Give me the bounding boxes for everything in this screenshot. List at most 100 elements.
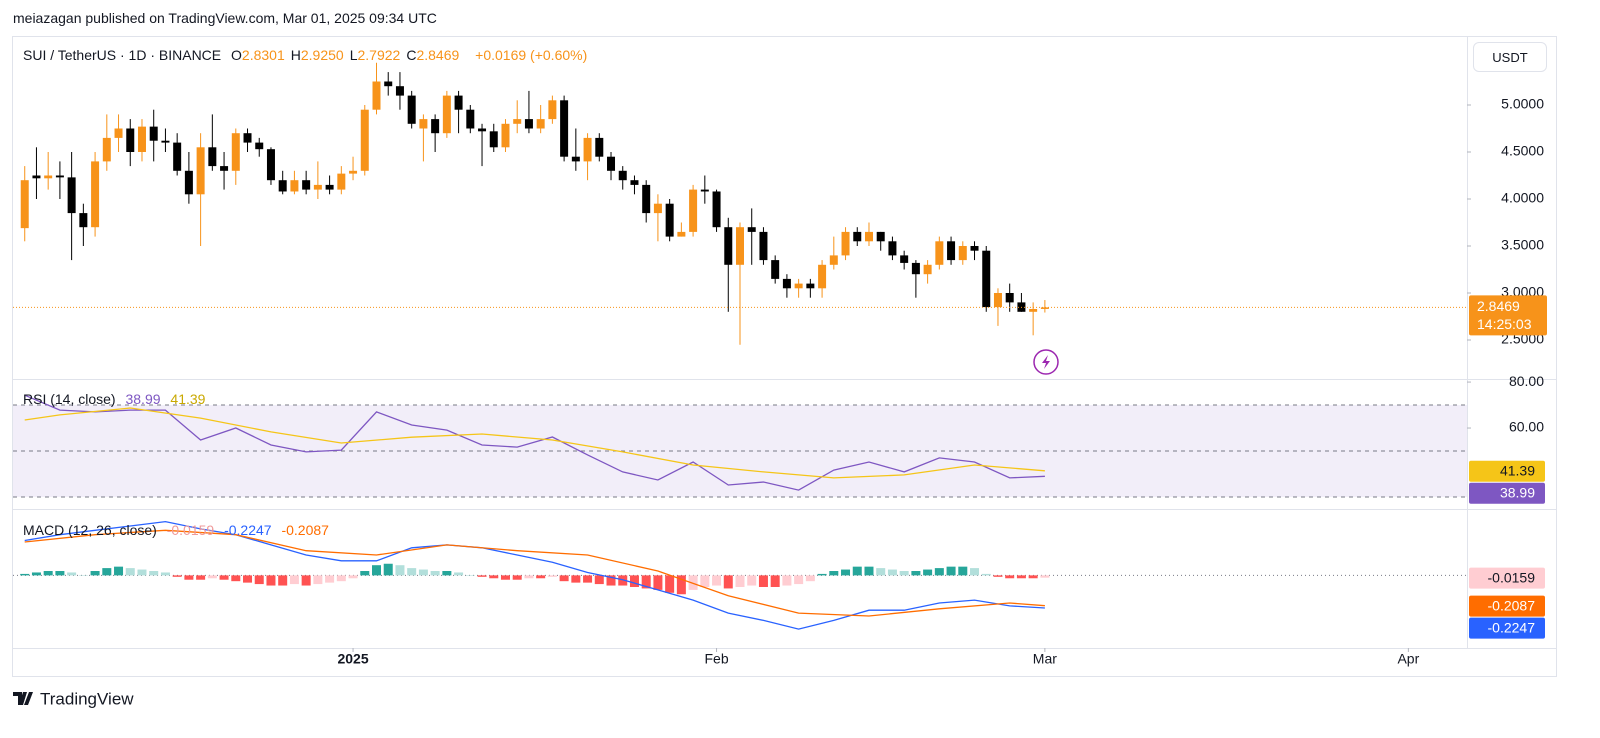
histogram-bar (20, 573, 30, 576)
candle-body (431, 119, 440, 134)
price-badge (1469, 460, 1545, 482)
candle-body (700, 189, 709, 192)
histogram-bar (606, 575, 616, 586)
currency-button[interactable]: USDT (1473, 42, 1547, 72)
hist-value: -0.0159 (166, 522, 215, 538)
ohlc-value: 2.7922 (357, 47, 401, 63)
histogram-bar (524, 575, 534, 579)
candle-body (607, 156, 616, 171)
candle-body (630, 180, 639, 185)
candle-body (102, 137, 111, 162)
candle-body (349, 170, 358, 174)
candle-body (302, 180, 311, 190)
histogram-bar (477, 575, 487, 577)
plot-layer: 2025 Feb Mar Apr2.50003.00003.50004.00004.5… (13, 62, 1547, 667)
candle-body (747, 227, 756, 232)
histogram-bar (782, 575, 792, 586)
histogram-bar (712, 575, 722, 586)
ohlc-key: L (349, 47, 358, 63)
price-legend: SUI / TetherUS · 1D · BINANCE O2.8301 H2.… (23, 47, 593, 63)
last-price-badge (1469, 295, 1547, 336)
price-badge-label: -0.2087 (1488, 597, 1536, 613)
candle-body (44, 175, 53, 179)
candle-body (853, 231, 862, 242)
candle-body (818, 264, 827, 289)
histogram-bar (923, 569, 933, 576)
histogram-bar (770, 575, 780, 587)
ohlc-key: C (406, 47, 417, 63)
candle-body (1005, 292, 1014, 303)
candle-body (759, 231, 768, 261)
macd-title: MACD (12, 26, close) (23, 522, 157, 538)
signal-value: -0.2087 (281, 522, 329, 538)
histogram-bar (618, 575, 628, 586)
change: +0.0169 (+0.60%) (475, 47, 588, 63)
candle-body (782, 278, 791, 289)
candle-body (1040, 307, 1049, 309)
candle-body (970, 245, 979, 251)
histogram-bar (829, 571, 839, 576)
indicator-line (24, 407, 1045, 479)
candle-body (958, 245, 967, 261)
candle-body (114, 128, 123, 138)
candle-body (20, 180, 29, 229)
candle-body (947, 241, 956, 261)
frame (12, 36, 1557, 677)
symbol: SUI / TetherUS · 1D · BINANCE (23, 47, 222, 63)
histogram-bar (313, 575, 323, 585)
histogram-bar (641, 575, 651, 589)
y-tick-label: 4.5000 (1501, 143, 1544, 159)
rsi-legend: RSI (14, close) 38.99 41.39 (23, 391, 211, 407)
indicator-line (24, 529, 1045, 617)
candle-body (618, 170, 627, 181)
candle-body (208, 147, 217, 167)
histogram-bar (219, 575, 229, 580)
histogram-bar (430, 571, 440, 576)
candle-body (478, 128, 487, 132)
histogram-bar (289, 575, 299, 585)
candle-body (571, 156, 580, 162)
candle-body (79, 213, 88, 228)
price-badge-label: 41.39 (1500, 462, 1535, 478)
last-price-label: 2.8469 (1477, 298, 1520, 314)
candle-body (337, 173, 346, 190)
histogram-bar (172, 575, 182, 577)
rsi-value: 38.99 (125, 391, 161, 407)
price-badge (1469, 595, 1545, 617)
candle-body (489, 131, 498, 148)
histogram-bar (653, 575, 663, 590)
x-tick-label: Mar (1033, 651, 1057, 667)
histogram-bar (805, 575, 815, 582)
histogram-bar (747, 575, 757, 586)
candle-body (184, 170, 193, 195)
candle-body (278, 180, 287, 192)
candle-body (524, 119, 533, 129)
histogram-bar (536, 575, 546, 579)
candle-body (923, 264, 932, 275)
histogram-bar (231, 575, 241, 582)
candle-body (677, 231, 686, 237)
x-tick-label: Apr (1397, 651, 1419, 667)
candle-body (1029, 308, 1038, 312)
x-tick-label: Feb (704, 651, 728, 667)
candle-body (689, 189, 698, 232)
histogram-bar (301, 575, 311, 586)
histogram-bar (817, 573, 827, 576)
y-tick-label: 3.5000 (1501, 237, 1544, 253)
histogram-bar (794, 575, 804, 585)
histogram-bar (395, 565, 405, 576)
candle-body (419, 119, 428, 129)
histogram-bar (102, 568, 112, 576)
histogram-bar (864, 566, 874, 576)
histogram-bar (360, 571, 370, 576)
histogram-bar (278, 575, 288, 586)
histogram-bar (418, 569, 428, 576)
histogram-bar (67, 572, 77, 576)
candle-body (243, 133, 252, 143)
candle-body (372, 81, 381, 110)
histogram-bar (876, 568, 886, 576)
histogram-bar (665, 575, 675, 593)
x-tick-label: 2025 (337, 651, 368, 667)
histogram-bar (970, 568, 980, 576)
price-badge (1469, 482, 1545, 504)
